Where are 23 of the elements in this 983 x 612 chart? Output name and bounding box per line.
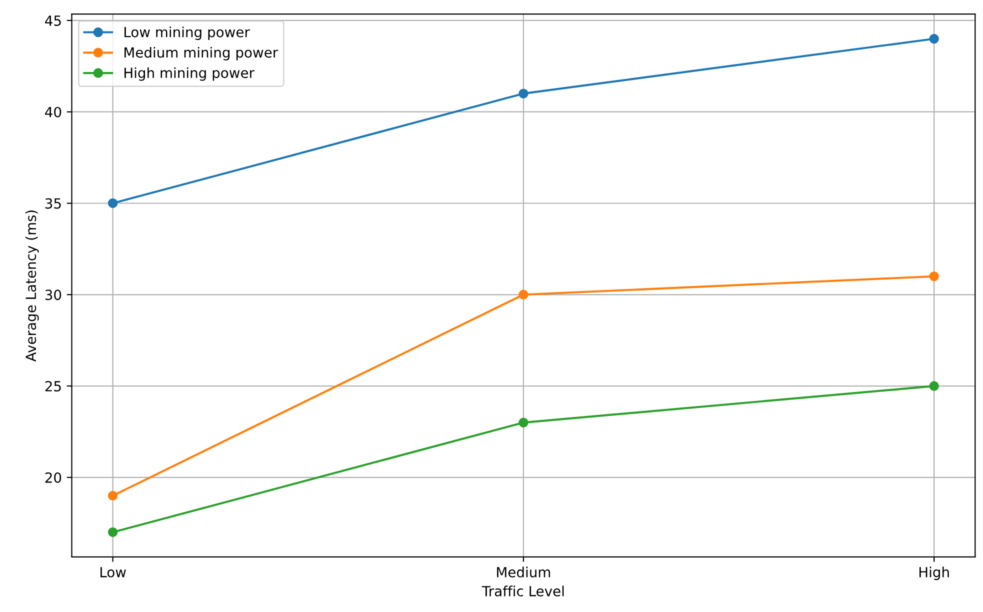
y-tick-label: 40 xyxy=(45,106,62,118)
x-tick-label: Medium xyxy=(497,566,550,578)
y-axis-title: Average Latency (ms) xyxy=(25,210,39,362)
x-tick-label: High xyxy=(919,566,949,580)
y-tick-label: 20 xyxy=(45,472,62,483)
y-tick-label: 30 xyxy=(45,290,62,300)
point xyxy=(518,88,528,98)
y-tick-label: 45 xyxy=(45,16,61,26)
point xyxy=(518,290,528,300)
legend-label: Low mining power xyxy=(124,26,250,40)
point xyxy=(108,490,118,501)
y-tick-label: 25 xyxy=(45,380,61,392)
point xyxy=(108,198,118,208)
x-tick-label: Low xyxy=(100,567,126,578)
x-axis-title: Traffic Level xyxy=(482,586,564,596)
legend-label: High mining power xyxy=(124,67,254,81)
point xyxy=(929,272,939,282)
point xyxy=(108,527,118,538)
y-tick-label: 35 xyxy=(45,198,61,209)
point xyxy=(929,381,939,391)
point xyxy=(518,418,528,428)
legend-label: Medium mining power xyxy=(124,46,278,60)
point xyxy=(929,34,939,44)
